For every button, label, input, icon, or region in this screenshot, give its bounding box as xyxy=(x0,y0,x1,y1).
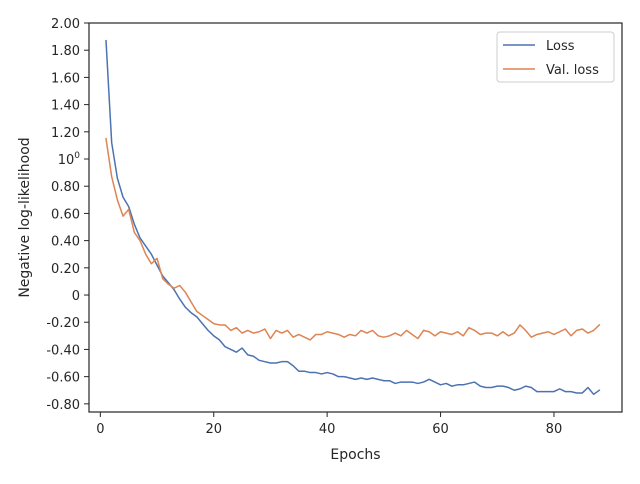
legend-label-1: Val. loss xyxy=(546,63,599,78)
y-tick-label-text: -0.40 xyxy=(46,343,80,358)
y-tick-label: 0.60 xyxy=(51,207,80,222)
x-tick-label: 20 xyxy=(205,422,222,437)
y-tick-label: 0.80 xyxy=(51,180,80,195)
y-tick-label-text: 2.00 xyxy=(51,17,80,32)
y-tick-label-text: 1.20 xyxy=(51,126,80,141)
plot-frame xyxy=(88,22,623,413)
y-tick-label-text: 1.40 xyxy=(51,99,80,114)
y-tick-label-text: 0.60 xyxy=(51,207,80,222)
series-line-1 xyxy=(105,137,601,341)
y-tick-label: 100 xyxy=(58,151,81,168)
x-tick-label: 60 xyxy=(432,422,449,437)
y-tick-label-text: 1.60 xyxy=(51,71,80,86)
y-tick-label-text: 0.40 xyxy=(51,235,80,250)
legend-entries: Loss Val. loss xyxy=(503,39,599,78)
y-tick-label: -0.60 xyxy=(46,371,80,386)
y-tick-label: 1.20 xyxy=(51,126,80,141)
series-line-0 xyxy=(105,39,601,396)
y-tick-label-superscript: 0 xyxy=(74,151,80,161)
y-tick-label-text: 0.80 xyxy=(51,180,80,195)
y-tick-label: 0.20 xyxy=(51,262,80,277)
legend-label-0: Loss xyxy=(546,39,575,54)
y-tick-label-text: 0.20 xyxy=(51,262,80,277)
legend: Loss Val. loss xyxy=(496,31,615,83)
x-axis-label: Epochs xyxy=(330,447,380,463)
y-tick-label: 1.60 xyxy=(51,71,80,86)
y-axis-label: Negative log-likelihood xyxy=(17,137,33,297)
x-tick-label: 80 xyxy=(546,422,563,437)
x-tick-label: 0 xyxy=(96,422,104,437)
y-tick-label-text: 1.80 xyxy=(51,44,80,59)
y-tick-label-text: -0.80 xyxy=(46,398,80,413)
y-axis-ticks: 2.001.801.601.401.201000.800.600.400.200… xyxy=(46,17,89,413)
x-tick-label: 40 xyxy=(319,422,336,437)
y-tick-label: -0.40 xyxy=(46,343,80,358)
y-tick-label-text: -0.60 xyxy=(46,371,80,386)
y-tick-label: -0.20 xyxy=(46,316,80,331)
y-tick-label: 0 xyxy=(72,289,80,304)
y-tick-label: 0.40 xyxy=(51,235,80,250)
y-tick-label-text: -0.20 xyxy=(46,316,80,331)
y-tick-label: 1.80 xyxy=(51,44,80,59)
y-tick-label: 2.00 xyxy=(51,17,80,32)
series-layer xyxy=(105,39,601,396)
y-tick-label-text: 0 xyxy=(72,289,80,304)
x-axis-ticks: 0 20 40 60 80 xyxy=(96,412,562,437)
y-tick-label-text: 10 xyxy=(58,153,75,168)
y-tick-label: -0.80 xyxy=(46,398,80,413)
y-tick-label: 1.40 xyxy=(51,99,80,114)
